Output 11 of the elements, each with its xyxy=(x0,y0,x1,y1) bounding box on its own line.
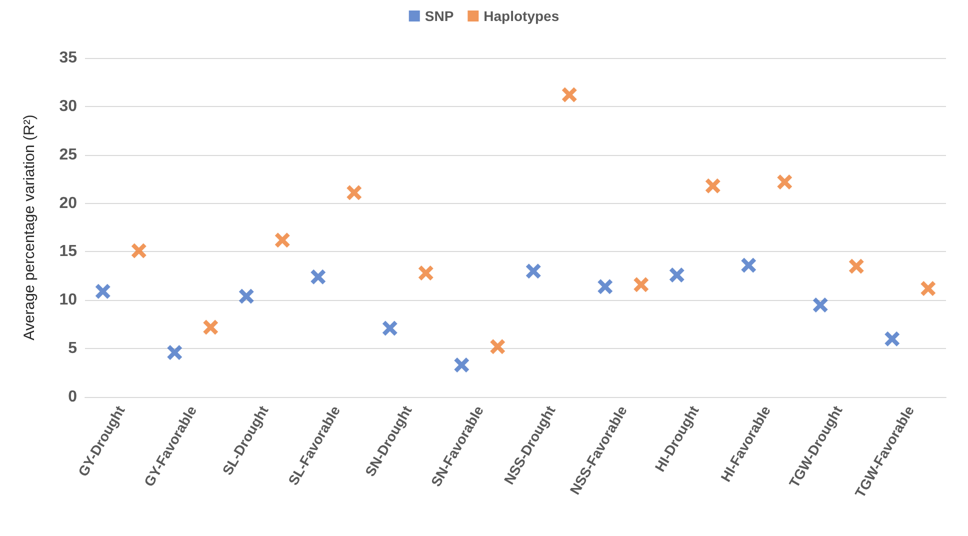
y-tick-label: 35 xyxy=(59,50,78,66)
y-tick-label: 0 xyxy=(68,388,78,406)
legend-label: Haplotypes xyxy=(484,8,560,24)
y-tick-label: 20 xyxy=(59,194,78,212)
legend-label: SNP xyxy=(424,8,454,24)
y-tick-label: 25 xyxy=(59,146,78,164)
y-tick-label: 15 xyxy=(59,243,78,260)
y-tick-label: 10 xyxy=(59,292,78,309)
y-tick-label: 30 xyxy=(59,98,78,115)
y-axis-title: Average percentage variation (R²) xyxy=(21,114,38,340)
y-tick-label: 5 xyxy=(68,340,78,358)
